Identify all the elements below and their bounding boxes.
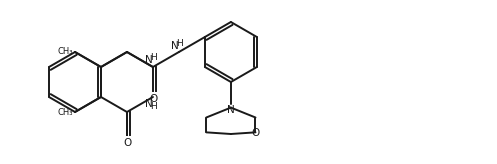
Text: N: N xyxy=(227,105,235,115)
Text: N: N xyxy=(145,55,153,65)
Text: CH₃: CH₃ xyxy=(58,47,74,56)
Text: H: H xyxy=(151,53,158,62)
Text: N: N xyxy=(145,99,153,109)
Text: H: H xyxy=(176,39,183,48)
Text: O: O xyxy=(123,137,132,147)
Text: O: O xyxy=(149,94,158,104)
Text: CH₃: CH₃ xyxy=(58,108,74,117)
Text: H: H xyxy=(151,102,158,111)
Text: N: N xyxy=(171,41,179,51)
Text: O: O xyxy=(252,128,260,138)
